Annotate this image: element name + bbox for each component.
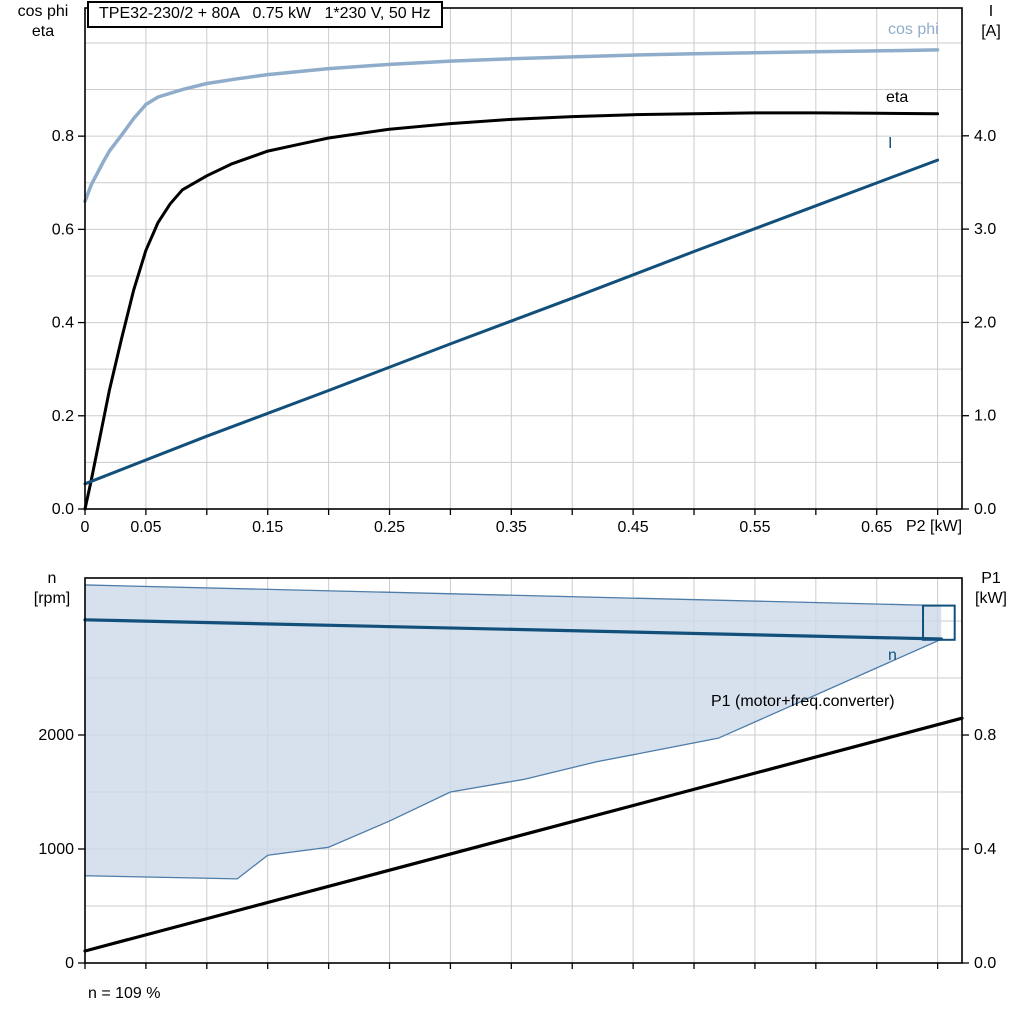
chart-title: TPE32-230/2 + 80A 0.75 kW 1*230 V, 50 Hz [87, 1, 443, 28]
current-curve-label: I [888, 135, 893, 152]
performance-curves: 0 0.05 0.15 0.25 0.35 0.45 0.55 0.65 0.0 0.2 0.4 0.… [52, 7, 996, 536]
speed-curve-label: n [888, 647, 897, 664]
speed-and-p1: 0 1000 2000 0.0 0.4 0.8 [38, 577, 996, 972]
svg-text:0.65: 0.65 [861, 519, 892, 536]
p1-curve-label: P1 (motor+freq.converter) [711, 693, 895, 710]
svg-text:4.0: 4.0 [974, 128, 996, 145]
cos-phi-curve-label: cos phi [888, 21, 939, 38]
svg-text:0.8: 0.8 [974, 727, 996, 744]
svg-text:0.8: 0.8 [52, 128, 74, 145]
right-axis-unit-kw: [kW] [975, 590, 1007, 607]
speed-range-region [85, 584, 942, 879]
svg-text:2000: 2000 [38, 727, 74, 744]
svg-text:0: 0 [81, 519, 90, 536]
svg-text:0.0: 0.0 [52, 501, 74, 518]
right-axis-title-p1: P1 [981, 570, 1001, 587]
svg-text:1.0: 1.0 [974, 408, 996, 425]
right-axis-title-current: I [988, 3, 994, 20]
svg-text:3.0: 3.0 [974, 221, 996, 238]
curve-i [83, 158, 940, 486]
svg-text:0.6: 0.6 [52, 221, 74, 238]
curve-cos-phi [83, 48, 940, 204]
svg-text:0: 0 [65, 955, 74, 972]
svg-text:0.0: 0.0 [974, 501, 996, 518]
svg-text:2.0: 2.0 [974, 314, 996, 331]
svg-text:0.4: 0.4 [974, 841, 996, 858]
x-axis-title-p2: P2 [kW] [906, 518, 963, 535]
svg-text:0.45: 0.45 [618, 519, 649, 536]
curve-n [83, 618, 943, 641]
svg-text:0.05: 0.05 [130, 519, 161, 536]
svg-text:0.25: 0.25 [374, 519, 405, 536]
left-axis-title-speed: n [47, 570, 57, 587]
svg-text:0.35: 0.35 [496, 519, 527, 536]
svg-text:0.0: 0.0 [974, 955, 996, 972]
svg-text:1000: 1000 [38, 841, 74, 858]
max-speed-end-box [922, 604, 956, 641]
curve-p1-motor-freq-converter- [83, 716, 964, 953]
eta-curve-label: eta [886, 89, 909, 106]
left-axis-title-eta: eta [31, 23, 55, 40]
left-axis-title-cos-phi: cos phi [17, 3, 69, 20]
curve-eta [83, 111, 940, 511]
svg-text:0.15: 0.15 [252, 519, 283, 536]
speed-percent-note: n = 109 % [88, 985, 161, 1002]
svg-text:0.4: 0.4 [52, 315, 74, 332]
svg-text:0.55: 0.55 [739, 519, 770, 536]
right-axis-unit-ampere: [A] [981, 23, 1001, 40]
svg-text:0.2: 0.2 [52, 408, 74, 425]
left-axis-unit-rpm: [rpm] [33, 590, 71, 607]
